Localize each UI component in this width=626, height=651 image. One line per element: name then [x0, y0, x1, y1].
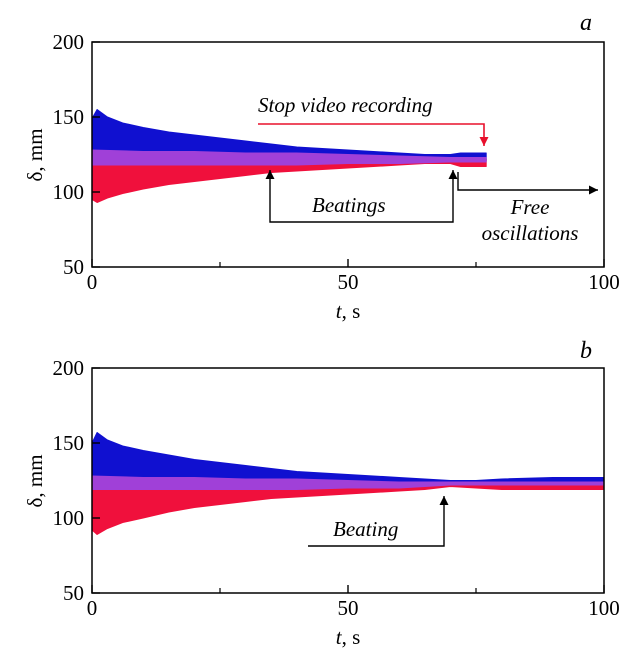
annotation-stop-video-text: Stop video recording — [258, 93, 433, 117]
annotation-free-text-2: oscillations — [482, 221, 579, 245]
panel-a-series — [91, 109, 487, 203]
annotation-stop-video: Stop video recording — [258, 93, 489, 146]
annotation-free-arrow — [457, 172, 598, 195]
panel-b-ytick-label-150: 150 — [53, 431, 85, 455]
annotation-beatings-text: Beatings — [312, 193, 386, 217]
panel-b-xlabel: t, s — [336, 625, 361, 649]
panel-b-ylabel: δ, mm — [23, 454, 47, 507]
annotation-beatings-bracket — [265, 170, 458, 223]
annotation-beating-text: Beating — [333, 517, 398, 541]
panel-b-letter: b — [580, 338, 592, 364]
annotation-beating-arrow — [308, 496, 449, 547]
panel-b-ytick-label-50: 50 — [63, 581, 84, 605]
panel-b-xlabel-var: t — [336, 625, 343, 649]
panel-b-ytick-label-100: 100 — [53, 506, 85, 530]
panel-a-xtick-label-100: 100 — [588, 270, 620, 294]
panel-a-xtick-label-0: 0 — [87, 270, 98, 294]
annotation-free-oscillations: Free oscillations — [457, 172, 598, 245]
panel-a-xtick-label-50: 50 — [338, 270, 359, 294]
panel-a-xlabel-unit: , s — [342, 299, 361, 323]
panel-a-ytick-label-200: 200 — [53, 30, 85, 54]
panel-a-xlabel-var: t — [336, 299, 343, 323]
panel-a-ylabel: δ, mm — [23, 128, 47, 181]
panel-a-ytick-label-50: 50 — [63, 255, 84, 279]
panel-a-ytick-label-150: 150 — [53, 105, 85, 129]
annotation-beatings: Beatings — [265, 170, 458, 223]
annotation-free-text-1: Free — [510, 195, 550, 219]
panel-a-band-2 — [91, 149, 487, 166]
annotation-stop-video-arrow — [258, 123, 489, 146]
panel-a-xlabel: t, s — [336, 299, 361, 323]
panel-b-xlabel-unit: , s — [342, 625, 361, 649]
panel-b-xtick-label-0: 0 — [87, 596, 98, 620]
panel-a-ytick-label-100: 100 — [53, 180, 85, 204]
panel-b-xtick-label-50: 50 — [338, 596, 359, 620]
panel-b-ytick-label-200: 200 — [53, 356, 85, 380]
panel-b-xtick-label-100: 100 — [588, 596, 620, 620]
panel-a-letter: a — [580, 10, 592, 36]
annotation-beating: Beating — [308, 496, 449, 547]
